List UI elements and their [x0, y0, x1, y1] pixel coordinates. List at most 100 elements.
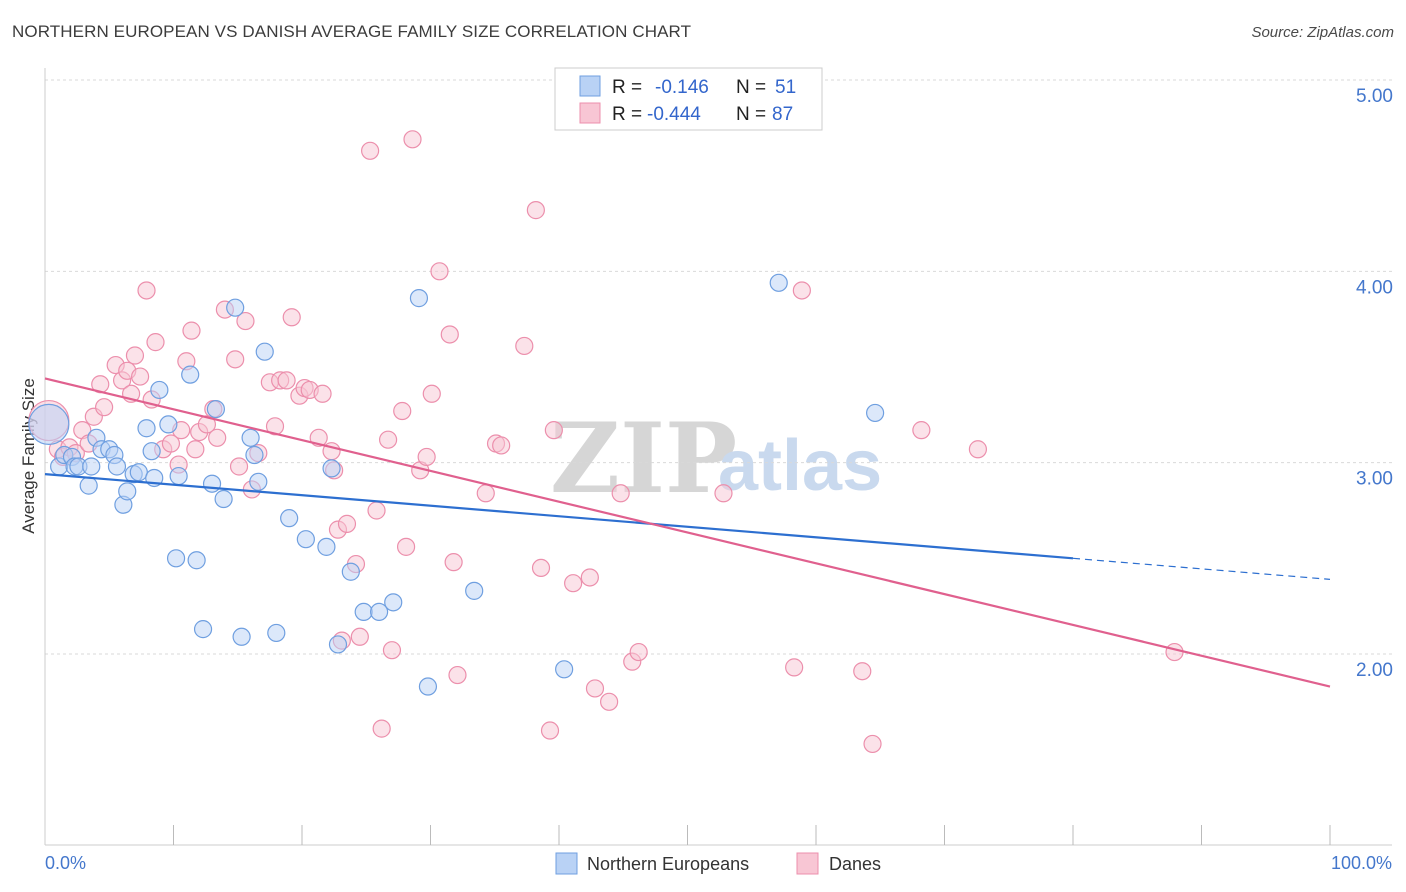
- bottom-legend-swatch-pink: [796, 852, 819, 875]
- legend-swatch-blue: [579, 75, 601, 97]
- northern-europeans-point: [137, 419, 156, 438]
- danes-point: [95, 398, 114, 417]
- danes-point: [430, 262, 449, 281]
- danes-point: [629, 642, 648, 662]
- y-tick-label-2: 2.00: [1356, 660, 1393, 681]
- danes-point: [396, 537, 416, 556]
- danes-point: [378, 430, 398, 449]
- danes-point: [714, 484, 733, 503]
- northern-europeans-point: [202, 474, 222, 493]
- x-ticks: [173, 825, 1331, 845]
- northern-europeans-point: [226, 298, 245, 317]
- northern-europeans-point: [142, 442, 161, 461]
- correlation-legend: R = -0.146 N = 51 R = -0.444 N = 87: [554, 67, 823, 131]
- northern-europeans-point: [118, 482, 137, 501]
- northern-europeans-point: [107, 457, 127, 476]
- northern-europeans-point: [418, 677, 438, 696]
- danes-point: [440, 325, 459, 344]
- danes-point: [313, 384, 332, 403]
- danes-point: [540, 721, 560, 740]
- danes-point: [544, 421, 563, 440]
- bottom-legend-danes: Danes: [829, 854, 881, 874]
- legend-n-value-2: 87: [772, 104, 793, 125]
- danes-point: [526, 201, 545, 220]
- northern-europeans-point: [322, 459, 341, 478]
- trend-line-danes: [44, 377, 1331, 688]
- danes-point: [492, 436, 511, 455]
- northern-europeans-point: [465, 581, 484, 600]
- watermark: ZIP atlas: [550, 402, 882, 515]
- danes-point: [531, 558, 551, 578]
- x-tick-label-max: 100.0%: [1331, 853, 1392, 873]
- northern-europeans-point: [555, 660, 574, 679]
- danes-point: [146, 333, 165, 352]
- danes-point: [863, 734, 882, 754]
- chart-title: NORTHERN EUROPEAN VS DANISH AVERAGE FAMI…: [12, 22, 692, 41]
- northern-europeans-point: [296, 530, 315, 549]
- danes-point: [1165, 642, 1184, 662]
- danes-point: [393, 401, 412, 421]
- danes-point: [337, 514, 357, 533]
- trend-lines: [44, 377, 1331, 688]
- danes-point: [422, 384, 441, 403]
- danes-point: [476, 484, 495, 503]
- danes-point: [277, 371, 296, 390]
- series-danes-points: [28, 130, 1184, 754]
- northern-europeans-point: [866, 403, 885, 423]
- danes-point: [515, 336, 534, 356]
- northern-europeans-point: [255, 342, 274, 361]
- bottom-legend-northern-europeans: Northern Europeans: [587, 854, 749, 874]
- legend-r-label-2: R =: [612, 104, 642, 125]
- northern-europeans-point: [245, 445, 264, 465]
- northern-europeans-point: [79, 476, 98, 495]
- danes-point: [611, 484, 630, 503]
- northern-europeans-point: [769, 273, 788, 292]
- bottom-legend-swatch-blue: [555, 852, 578, 875]
- northern-europeans-point: [354, 602, 373, 622]
- northern-europeans-point: [384, 593, 403, 612]
- danes-point: [585, 679, 605, 698]
- danes-point: [236, 311, 255, 331]
- danes-point: [186, 440, 205, 459]
- northern-europeans-point: [409, 289, 429, 308]
- northern-europeans-point: [129, 463, 148, 482]
- legend-r-value-2: -0.444: [647, 104, 701, 125]
- northern-europeans-point: [28, 403, 70, 445]
- danes-point: [197, 415, 217, 434]
- y-axis-title: Average Family Size: [19, 378, 38, 534]
- source-label: Source: ZipAtlas.com: [1251, 24, 1394, 41]
- danes-point: [130, 367, 150, 386]
- danes-point: [853, 662, 872, 681]
- northern-europeans-point: [193, 620, 213, 639]
- danes-point: [600, 692, 619, 711]
- northern-europeans-point: [159, 415, 178, 434]
- danes-point: [403, 130, 422, 149]
- danes-point: [785, 658, 804, 677]
- northern-europeans-point: [267, 623, 286, 643]
- trend-line-northern-europeans-extension: [1072, 557, 1331, 580]
- danes-point: [912, 421, 931, 440]
- northern-europeans-point: [328, 635, 348, 654]
- danes-point: [968, 440, 988, 459]
- northern-europeans-point: [187, 551, 206, 570]
- danes-point: [372, 719, 391, 738]
- northern-europeans-point: [82, 457, 101, 476]
- danes-point: [229, 457, 249, 476]
- northern-europeans-point: [317, 537, 336, 556]
- danes-point: [208, 428, 227, 447]
- danes-point: [226, 350, 245, 369]
- danes-point: [282, 308, 301, 327]
- northern-europeans-point: [232, 627, 251, 646]
- northern-europeans-point: [341, 562, 360, 581]
- northern-europeans-point: [241, 428, 260, 447]
- northern-europeans-point: [206, 399, 226, 419]
- danes-point: [161, 434, 181, 453]
- danes-point: [361, 141, 380, 160]
- northern-europeans-point: [370, 602, 389, 622]
- watermark-atlas: atlas: [718, 426, 882, 506]
- northern-europeans-point: [169, 466, 188, 486]
- series-legend: Northern Europeans Danes: [555, 852, 881, 875]
- watermark-zip: ZIP: [550, 402, 737, 515]
- danes-point: [444, 553, 463, 572]
